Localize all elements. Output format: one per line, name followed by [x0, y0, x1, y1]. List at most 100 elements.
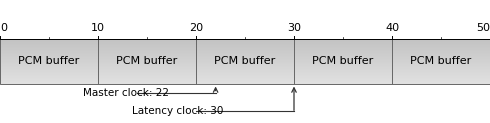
Bar — [196, 51, 294, 53]
Bar — [294, 75, 392, 76]
Bar — [196, 53, 294, 54]
Bar — [294, 81, 392, 82]
Bar — [0, 75, 98, 76]
Bar — [196, 45, 294, 47]
Bar — [0, 72, 98, 73]
Bar — [392, 57, 490, 59]
Bar — [196, 62, 294, 63]
Bar — [294, 59, 392, 60]
Bar — [196, 56, 294, 57]
Bar — [294, 41, 392, 42]
Bar — [392, 39, 490, 41]
Bar — [98, 53, 196, 54]
Bar — [392, 59, 490, 60]
Bar — [294, 79, 392, 81]
Bar — [392, 42, 490, 44]
Bar — [294, 53, 392, 54]
Bar — [98, 54, 196, 56]
Bar — [294, 69, 392, 70]
Bar — [196, 41, 294, 42]
Bar — [0, 51, 98, 53]
Text: 0: 0 — [0, 23, 7, 33]
Bar — [0, 70, 98, 72]
Bar — [294, 39, 392, 41]
Bar — [392, 44, 490, 45]
Bar — [0, 42, 98, 44]
Bar — [0, 82, 98, 84]
Bar — [0, 60, 98, 62]
Bar — [196, 79, 294, 81]
Bar — [392, 78, 490, 79]
Bar — [0, 50, 98, 51]
Bar — [196, 59, 294, 60]
Bar — [392, 69, 490, 70]
Bar — [294, 54, 392, 56]
Bar — [392, 39, 490, 84]
Bar — [196, 75, 294, 76]
Bar — [294, 62, 392, 63]
Bar — [0, 45, 98, 47]
Bar — [294, 73, 392, 75]
Text: PCM buffer: PCM buffer — [411, 56, 471, 67]
Bar — [196, 76, 294, 78]
Bar — [98, 57, 196, 59]
Bar — [294, 63, 392, 64]
Bar — [196, 73, 294, 75]
Bar — [392, 53, 490, 54]
Bar — [0, 44, 98, 45]
Bar — [196, 69, 294, 70]
Bar — [392, 63, 490, 64]
Bar — [98, 73, 196, 75]
Bar — [0, 59, 98, 60]
Bar — [0, 48, 98, 50]
Bar — [98, 82, 196, 84]
Bar — [196, 82, 294, 84]
Text: PCM buffer: PCM buffer — [19, 56, 79, 67]
Bar — [98, 66, 196, 67]
Bar — [392, 72, 490, 73]
Bar — [98, 59, 196, 60]
Bar — [0, 69, 98, 70]
Bar — [196, 70, 294, 72]
Bar — [196, 64, 294, 66]
Bar — [392, 67, 490, 69]
Bar — [392, 56, 490, 57]
Bar — [98, 50, 196, 51]
Bar — [0, 39, 98, 84]
Bar — [196, 48, 294, 50]
Bar — [0, 76, 98, 78]
Bar — [196, 66, 294, 67]
Bar — [98, 76, 196, 78]
Bar — [98, 48, 196, 50]
Bar — [196, 47, 294, 48]
Bar — [98, 60, 196, 62]
Bar — [392, 79, 490, 81]
Bar — [392, 60, 490, 62]
Bar — [0, 62, 98, 63]
Bar — [98, 39, 196, 84]
Bar — [294, 82, 392, 84]
Bar — [98, 41, 196, 42]
Bar — [392, 82, 490, 84]
Bar — [196, 63, 294, 64]
Bar — [0, 66, 98, 67]
Bar — [98, 78, 196, 79]
Bar — [294, 76, 392, 78]
Bar — [392, 73, 490, 75]
Bar — [98, 39, 196, 41]
Bar — [0, 63, 98, 64]
Bar — [196, 78, 294, 79]
Bar — [294, 47, 392, 48]
Bar — [294, 39, 392, 84]
Bar — [294, 70, 392, 72]
Bar — [294, 72, 392, 73]
Bar — [0, 53, 98, 54]
Bar — [196, 72, 294, 73]
Bar — [98, 51, 196, 53]
Bar — [392, 76, 490, 78]
Bar — [98, 70, 196, 72]
Text: PCM buffer: PCM buffer — [215, 56, 275, 67]
Text: PCM buffer: PCM buffer — [116, 56, 177, 67]
Bar — [294, 42, 392, 44]
Text: PCM buffer: PCM buffer — [313, 56, 373, 67]
